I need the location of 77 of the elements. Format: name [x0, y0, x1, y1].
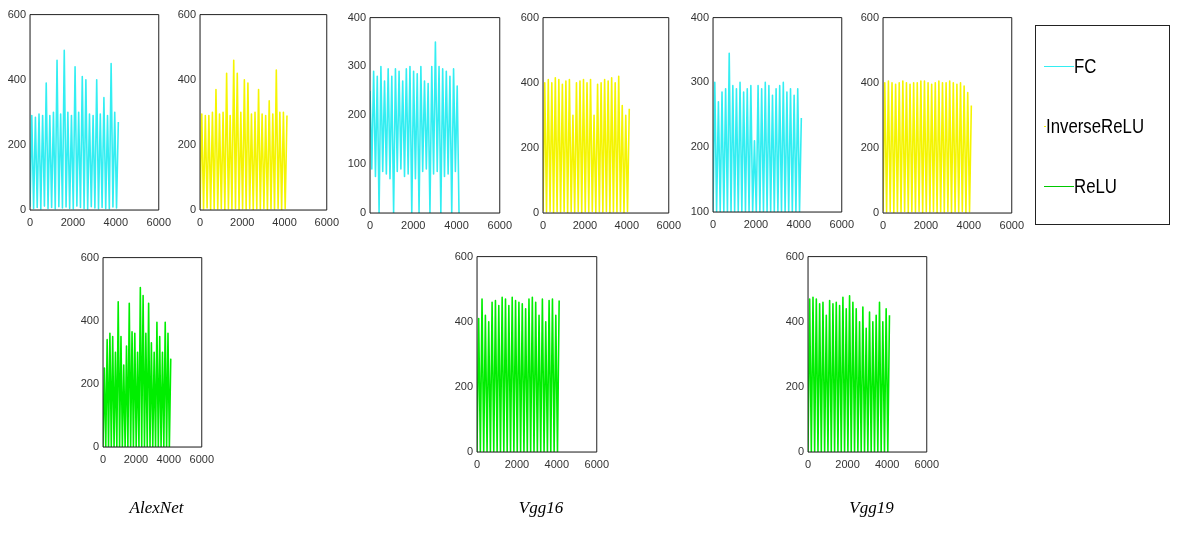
x-tick-label: 6000 [584, 457, 610, 470]
y-tick-label: 600 [454, 249, 473, 262]
x-tick-label: 6000 [829, 217, 855, 230]
x-tick-label: 6000 [656, 218, 682, 231]
x-tick-label: 2000 [123, 452, 149, 465]
y-tick-label: 400 [860, 75, 879, 88]
y-tick-label: 200 [860, 140, 879, 153]
x-tick-label: 2000 [743, 217, 769, 230]
y-tick-label: 400 [7, 72, 26, 85]
y-tick-label: 100 [347, 157, 366, 170]
x-tick-label: 0 [804, 457, 812, 470]
x-tick-label: 2000 [504, 457, 530, 470]
y-tick-label: 400 [690, 10, 709, 23]
legend-label: ReLU [1074, 174, 1117, 198]
x-tick-label: 4000 [544, 457, 570, 470]
text: Vgg19 [848, 498, 895, 518]
x-tick-label: 6000 [314, 215, 340, 228]
y-tick-label: 100 [690, 205, 709, 218]
x-tick-label: 6000 [189, 452, 215, 465]
x-tick-label: 0 [196, 215, 204, 228]
x-tick-label: 0 [99, 452, 107, 465]
x-tick-label: 4000 [444, 218, 469, 231]
y-tick-label: 600 [177, 7, 196, 20]
y-tick-label: 0 [189, 203, 196, 216]
x-tick-label: 6000 [999, 218, 1025, 231]
text: AlexNet [127, 498, 185, 518]
y-tick-label: 600 [785, 249, 804, 262]
y-tick-label: 0 [92, 440, 99, 453]
x-tick-label: 0 [539, 218, 547, 231]
y-tick-label: 600 [520, 10, 539, 23]
y-tick-label: 400 [347, 10, 366, 23]
x-tick-label: 4000 [786, 217, 812, 230]
x-tick-label: 2000 [401, 218, 426, 231]
y-tick-label: 400 [177, 72, 196, 85]
y-tick-label: 600 [7, 7, 26, 20]
y-tick-label: 400 [454, 314, 473, 327]
x-tick-label: 2000 [60, 215, 86, 228]
x-tick-label: 2000 [230, 215, 255, 228]
x-tick-label: 4000 [614, 218, 640, 231]
y-tick-label: 200 [690, 140, 709, 153]
legend-label: InverseReLU [1046, 114, 1145, 138]
x-tick-label: 6000 [487, 218, 513, 231]
y-tick-label: 300 [690, 75, 709, 88]
x-tick-label: 0 [879, 218, 887, 231]
text: Vgg16 [517, 498, 565, 518]
x-tick-label: 2000 [913, 218, 939, 231]
y-tick-label: 400 [520, 75, 539, 88]
y-tick-label: 200 [520, 140, 539, 153]
y-tick-label: 200 [347, 108, 366, 121]
y-tick-label: 300 [347, 59, 366, 72]
y-tick-label: 200 [454, 379, 473, 392]
y-tick-label: 0 [359, 206, 366, 219]
x-tick-label: 6000 [146, 215, 172, 228]
x-tick-label: 6000 [914, 457, 940, 470]
x-tick-label: 4000 [103, 215, 129, 228]
legend-label: FC [1074, 54, 1097, 78]
x-tick-label: 4000 [956, 218, 982, 231]
x-tick-label: 4000 [874, 457, 900, 470]
x-tick-label: 0 [473, 457, 481, 470]
y-tick-label: 400 [80, 313, 99, 326]
x-tick-label: 0 [709, 217, 717, 230]
x-tick-label: 0 [26, 215, 34, 228]
y-tick-label: 200 [177, 137, 196, 150]
y-tick-label: 200 [785, 379, 804, 392]
y-tick-label: 600 [860, 10, 879, 23]
y-tick-label: 400 [785, 314, 804, 327]
y-tick-label: 600 [80, 250, 99, 263]
x-tick-label: 4000 [156, 452, 182, 465]
x-tick-label: 4000 [272, 215, 297, 228]
x-tick-label: 2000 [835, 457, 860, 470]
y-tick-label: 0 [872, 206, 879, 219]
y-tick-label: 0 [532, 206, 539, 219]
x-tick-label: 0 [366, 218, 374, 231]
y-tick-label: 200 [7, 137, 26, 150]
x-tick-label: 2000 [572, 218, 598, 231]
y-tick-label: 200 [80, 376, 99, 389]
y-tick-label: 0 [19, 203, 26, 216]
